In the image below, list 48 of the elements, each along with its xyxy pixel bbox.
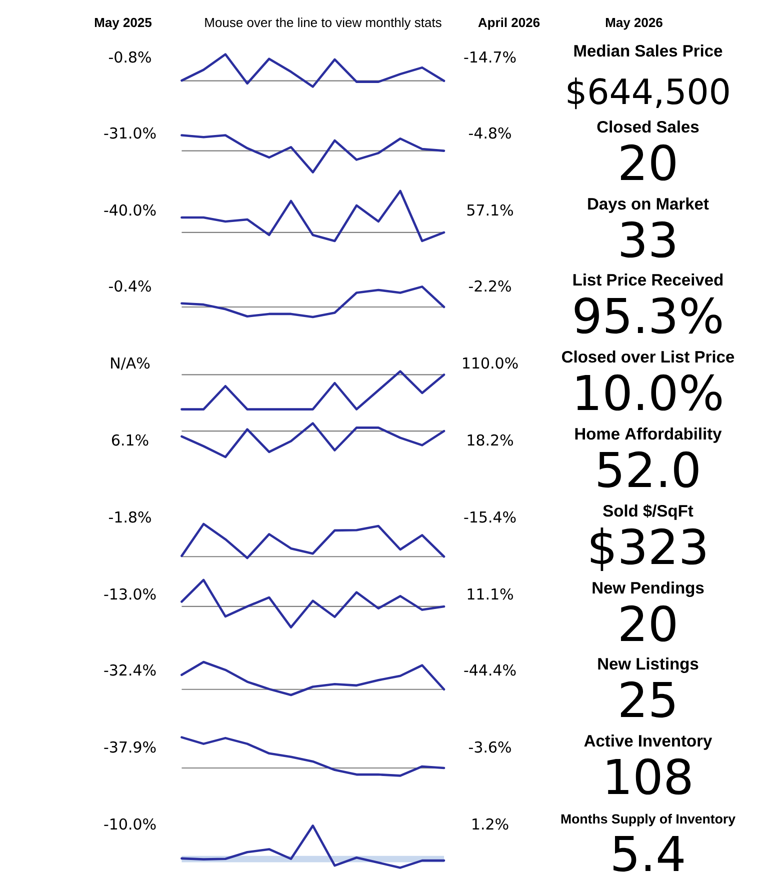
text: List Price Received — [573, 274, 723, 286]
text: May 2025 — [94, 18, 152, 30]
text: -1.8% — [108, 511, 151, 523]
text: 1.2% — [472, 818, 508, 830]
text: -2.2% — [468, 280, 511, 292]
text: Sold $/SqFt — [603, 504, 694, 520]
text: 95.3% — [574, 297, 722, 334]
text: New Pendings — [592, 582, 704, 597]
text: Closed Sales — [597, 120, 699, 133]
text: 108 — [607, 758, 691, 795]
text: 57.1% — [467, 204, 513, 216]
text: N/A% — [111, 357, 150, 370]
text: -3.6% — [468, 741, 511, 753]
text: April 2026 — [478, 18, 540, 30]
text: -10.0% — [104, 818, 156, 830]
text: Mouse over the line to view monthly stats — [205, 18, 442, 30]
text: Months Supply of Inventory — [561, 814, 736, 826]
text: Home Affordability — [575, 428, 722, 443]
text: -15.4% — [464, 511, 516, 523]
text: $644,500 — [568, 78, 729, 110]
text: -32.4% — [104, 664, 156, 676]
text: 18.2% — [468, 434, 513, 446]
text: -0.8% — [108, 51, 151, 63]
text: 6.1% — [112, 434, 148, 446]
text: 11.1% — [468, 588, 513, 600]
text: -44.4% — [464, 664, 516, 676]
text: -4.8% — [468, 127, 511, 139]
text: $323 — [590, 528, 706, 572]
text: May 2026 — [606, 18, 662, 30]
text: 20 — [620, 605, 676, 642]
text: 52.0 — [598, 451, 698, 488]
text: -37.9% — [104, 741, 156, 753]
text: 33 — [621, 221, 675, 258]
text: 110.0% — [463, 357, 518, 369]
text: -0.4% — [108, 280, 151, 292]
text: -14.7% — [464, 51, 516, 63]
text: Days on Market — [588, 198, 709, 213]
text: Median Sales Price — [574, 44, 722, 57]
text: Active Inventory — [584, 734, 712, 750]
text: -40.0% — [104, 204, 156, 216]
text: 20 — [620, 144, 676, 181]
text: -13.0% — [104, 588, 156, 600]
text: 5.4 — [614, 836, 684, 872]
text: Closed over List Price — [562, 350, 734, 363]
text: 10.0% — [577, 374, 722, 411]
text: New Listings — [598, 658, 698, 673]
text: -31.0% — [104, 127, 156, 139]
text: 25 — [620, 681, 674, 718]
